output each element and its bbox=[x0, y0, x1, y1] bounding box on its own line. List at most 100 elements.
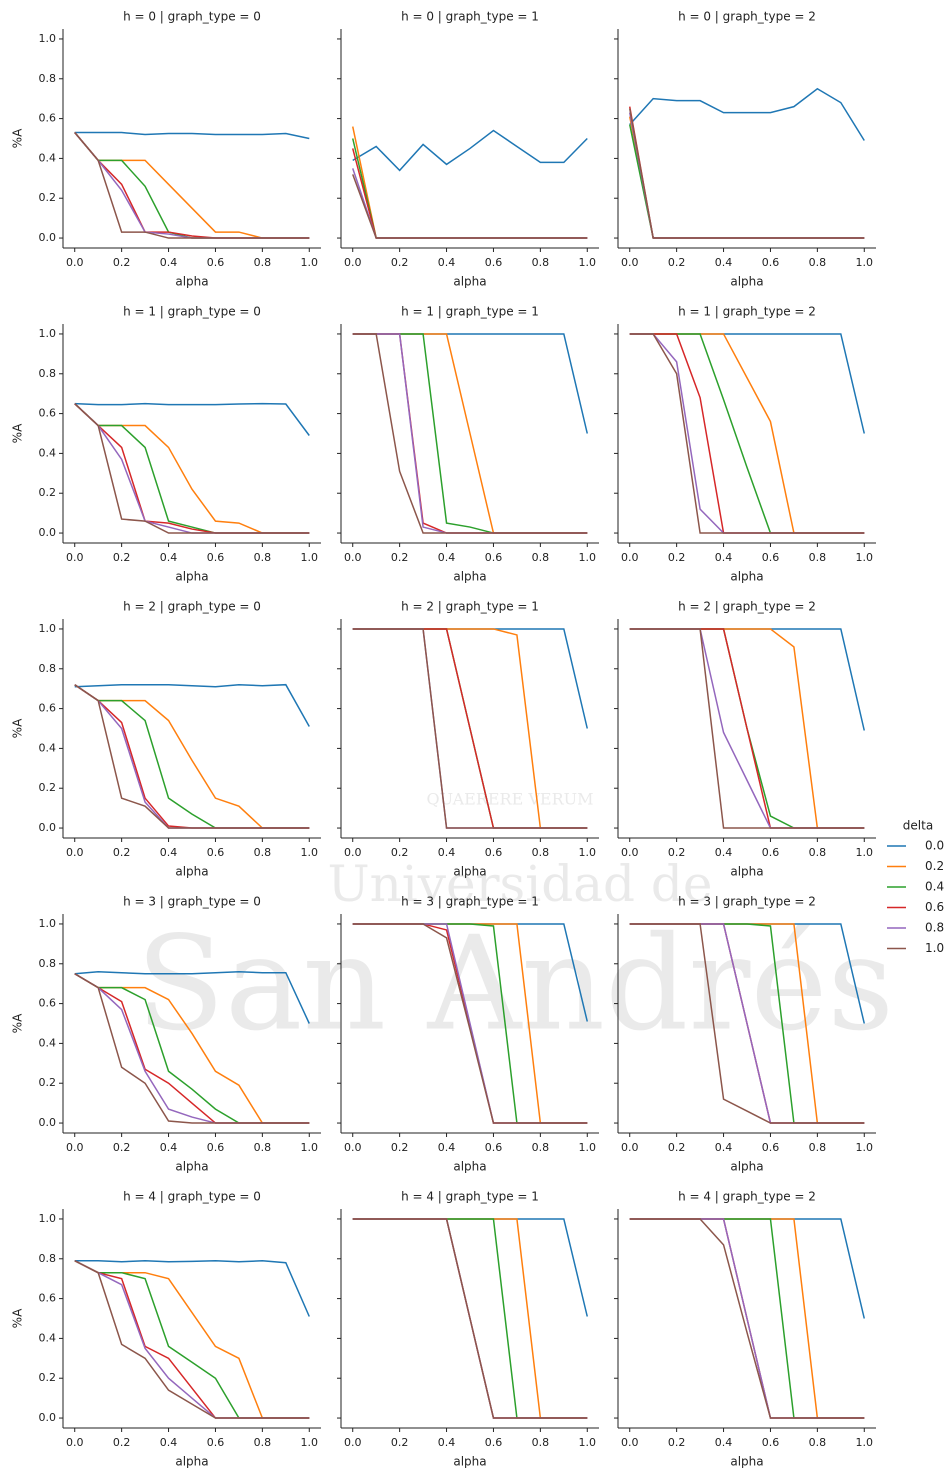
facet-title: h = 2 | graph_type = 0 bbox=[123, 600, 261, 614]
x-tick-label: 0.2 bbox=[668, 1436, 686, 1449]
x-tick-label: 0.6 bbox=[485, 1141, 503, 1154]
x-tick-label: 0.2 bbox=[113, 846, 131, 859]
x-tick-label: 1.0 bbox=[301, 846, 319, 859]
x-tick-label: 0.4 bbox=[438, 846, 456, 859]
x-tick-label: 0.8 bbox=[532, 1141, 550, 1154]
x-tick-label: 0.4 bbox=[715, 1141, 733, 1154]
y-tick-label: 0.6 bbox=[39, 702, 57, 715]
series-line bbox=[74, 402, 310, 436]
x-tick-label: 0.4 bbox=[160, 846, 178, 859]
x-tick-label: 0.4 bbox=[438, 256, 456, 269]
legend-label: 0.8 bbox=[925, 921, 944, 935]
x-tick-label: 1.0 bbox=[579, 846, 597, 859]
x-tick-label: 0.4 bbox=[160, 551, 178, 564]
series-line bbox=[352, 333, 588, 534]
x-tick-label: 0.8 bbox=[254, 1436, 272, 1449]
x-tick-label: 0.4 bbox=[715, 551, 733, 564]
y-tick-label: 0.0 bbox=[39, 1411, 57, 1424]
x-tick-label: 0.8 bbox=[809, 1436, 827, 1449]
x-tick-label: 0.4 bbox=[160, 256, 178, 269]
series-line bbox=[74, 683, 310, 727]
x-tick-label: 0.6 bbox=[207, 256, 225, 269]
x-tick-label: 0.2 bbox=[668, 1141, 686, 1154]
x-tick-label: 0.6 bbox=[485, 256, 503, 269]
series-line bbox=[74, 403, 310, 534]
x-tick-label: 0.8 bbox=[809, 256, 827, 269]
y-tick-label: 0.6 bbox=[39, 1292, 57, 1305]
series-line bbox=[74, 684, 310, 829]
series-line bbox=[628, 108, 865, 239]
y-tick-label: 0.8 bbox=[39, 72, 57, 85]
facet-title: h = 0 | graph_type = 0 bbox=[123, 10, 261, 24]
y-tick-label: 0.2 bbox=[39, 1076, 57, 1089]
facet-title: h = 3 | graph_type = 0 bbox=[123, 895, 261, 909]
y-axis-label: %A bbox=[11, 128, 25, 148]
y-tick-label: 0.6 bbox=[39, 112, 57, 125]
facet: h = 4 | graph_type = 1 0.0 0.2 0.4 0.6 0.8 1.0… bbox=[337, 1190, 599, 1469]
series-line bbox=[74, 131, 310, 140]
x-tick-label: 0.6 bbox=[485, 551, 503, 564]
x-tick-label: 0.2 bbox=[668, 256, 686, 269]
x-axis-label: alpha bbox=[453, 1160, 486, 1174]
x-tick-label: 0.0 bbox=[621, 1436, 639, 1449]
x-tick-label: 0.6 bbox=[207, 846, 225, 859]
x-tick-label: 0.4 bbox=[160, 1436, 178, 1449]
series-line bbox=[628, 112, 865, 239]
x-tick-label: 0.2 bbox=[113, 1141, 131, 1154]
y-tick-label: 1.0 bbox=[39, 32, 57, 45]
x-tick-label: 0.2 bbox=[113, 551, 131, 564]
x-tick-label: 0.4 bbox=[715, 256, 733, 269]
series-line bbox=[74, 1260, 310, 1317]
series-line bbox=[629, 628, 866, 731]
series-line bbox=[74, 132, 310, 239]
series-line bbox=[74, 403, 310, 534]
series-line bbox=[74, 1260, 310, 1419]
facet-title: h = 4 | graph_type = 1 bbox=[401, 1190, 539, 1204]
x-tick-label: 0.0 bbox=[66, 551, 84, 564]
x-tick-label: 1.0 bbox=[856, 846, 874, 859]
series-line bbox=[629, 333, 865, 534]
series-line bbox=[74, 132, 310, 239]
x-tick-label: 0.8 bbox=[254, 551, 272, 564]
series-line bbox=[74, 1260, 310, 1419]
x-tick-label: 0.8 bbox=[254, 1141, 272, 1154]
facet: h = 2 | graph_type = 2 0.0 0.2 0.4 0.6 0.8 1.0… bbox=[614, 600, 876, 879]
x-tick-label: 1.0 bbox=[579, 1436, 597, 1449]
x-axis-label: alpha bbox=[453, 1455, 486, 1469]
facet-title: h = 0 | graph_type = 1 bbox=[401, 10, 539, 24]
y-tick-label: 0.4 bbox=[39, 741, 57, 754]
x-tick-label: 0.4 bbox=[715, 1436, 733, 1449]
y-tick-label: 0.2 bbox=[39, 1371, 57, 1384]
series-line bbox=[629, 87, 865, 141]
x-axis-label: alpha bbox=[175, 1455, 208, 1469]
x-axis-label: alpha bbox=[730, 570, 763, 584]
facet-title: h = 4 | graph_type = 2 bbox=[678, 1190, 816, 1204]
x-tick-label: 1.0 bbox=[579, 256, 597, 269]
legend-label: 0.0 bbox=[925, 839, 944, 853]
y-axis-label: %A bbox=[11, 423, 25, 443]
facet-title: h = 3 | graph_type = 1 bbox=[401, 895, 539, 909]
facet: h = 0 | graph_type = 0 0.0 0.2 0.4 0.6 0.8 1.0… bbox=[11, 10, 321, 289]
x-axis-label: alpha bbox=[175, 275, 208, 289]
facet: h = 0 | graph_type = 2 0.0 0.2 0.4 0.6 0.8 1.0… bbox=[614, 10, 876, 289]
x-tick-label: 0.8 bbox=[532, 1436, 550, 1449]
x-axis-label: alpha bbox=[453, 865, 486, 879]
x-tick-label: 0.6 bbox=[762, 1141, 780, 1154]
series-line bbox=[629, 923, 865, 1124]
series-line bbox=[352, 129, 588, 172]
series-line bbox=[352, 174, 588, 239]
x-tick-label: 0.0 bbox=[66, 846, 84, 859]
facet: h = 3 | graph_type = 0 0.0 0.2 0.4 0.6 0.8 1.0… bbox=[11, 895, 321, 1174]
facet: h = 2 | graph_type = 0 0.0 0.2 0.4 0.6 0.8 1.0… bbox=[11, 600, 321, 879]
series-line bbox=[628, 124, 865, 239]
facet-title: h = 1 | graph_type = 0 bbox=[123, 305, 261, 319]
x-tick-label: 0.4 bbox=[160, 1141, 178, 1154]
y-tick-label: 0.8 bbox=[39, 662, 57, 675]
legend-label: 0.2 bbox=[925, 859, 944, 873]
legend-label: 1.0 bbox=[925, 941, 944, 955]
x-tick-label: 0.0 bbox=[344, 551, 362, 564]
x-tick-label: 0.0 bbox=[344, 1141, 362, 1154]
x-tick-label: 0.4 bbox=[438, 1436, 456, 1449]
